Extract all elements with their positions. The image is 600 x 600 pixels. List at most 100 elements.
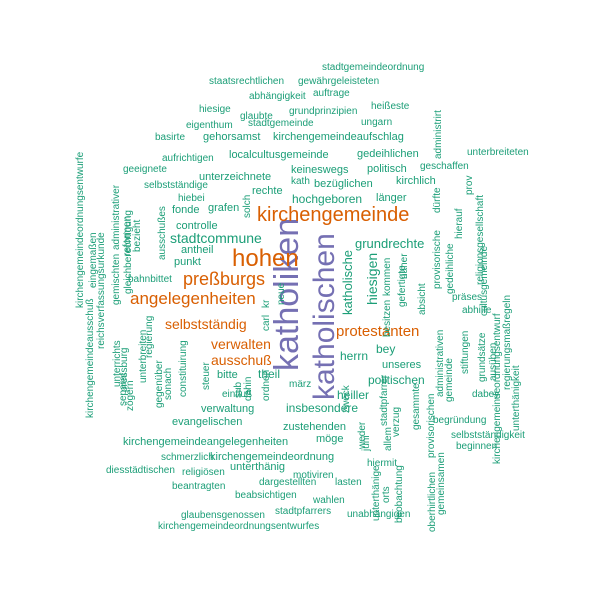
cloud-word: abhilfe <box>462 305 492 316</box>
cloud-word: bey <box>376 342 396 356</box>
cloud-word: kommen <box>382 257 393 296</box>
cloud-word: dürfte <box>432 187 443 213</box>
cloud-word: geeignete <box>123 164 167 175</box>
cloud-word: staatsrechtlichen <box>209 76 285 87</box>
cloud-word: ungarn <box>361 117 393 128</box>
cloud-word: beginnen <box>456 441 498 452</box>
cloud-word: antheil <box>181 244 214 256</box>
cloud-word: hierauf <box>454 208 465 239</box>
cloud-word: dargestellten <box>259 477 317 488</box>
cloud-word: sonach <box>163 367 174 400</box>
cloud-word: preßburgs <box>183 269 266 289</box>
cloud-word: stadtpfarrers <box>275 506 332 517</box>
cloud-word: zweck <box>341 385 352 413</box>
cloud-word: kirchengemeindeaufschlag <box>273 131 404 143</box>
cloud-word: neue <box>276 282 287 305</box>
cloud-word: lasten <box>335 477 362 488</box>
cloud-word: stadtcommune <box>170 230 262 246</box>
cloud-word: gemeinde <box>444 358 455 402</box>
cloud-word: reichsverfassungsurkunde <box>96 232 107 349</box>
cloud-word: bitte <box>217 369 238 381</box>
cloud-word: hiebei <box>178 193 205 204</box>
cloud-word: evangelischen <box>172 416 243 428</box>
cloud-word: insbesondere <box>286 401 359 415</box>
cloud-word: kirchengemeindeordnung <box>210 451 335 463</box>
cloud-word: beantragten <box>172 481 226 492</box>
cloud-word: theil <box>258 367 281 381</box>
cloud-word: unterthänig <box>230 461 286 473</box>
cloud-word: dahin <box>243 376 254 401</box>
cloud-word: carl <box>261 314 272 331</box>
cloud-word: prov <box>464 175 475 195</box>
cloud-word: beobachtung <box>394 465 405 523</box>
cloud-word: katholischen <box>308 233 341 400</box>
cloud-word: kath <box>291 176 310 187</box>
cloud-word: hiesigen <box>364 252 380 305</box>
cloud-word: controlle <box>176 220 218 232</box>
cloud-word: katholische <box>340 249 355 315</box>
cloud-word: gedeihlichen <box>357 148 419 160</box>
cloud-word: selbstständig <box>165 316 247 332</box>
cloud-word: grundrechte <box>355 236 425 251</box>
cloud-word: ausschußes <box>157 206 168 260</box>
cloud-word: auftrage <box>313 88 350 99</box>
cloud-word: kirchengemeindeangelegenheiten <box>123 436 289 448</box>
cloud-word: verwalten <box>211 336 271 352</box>
cloud-word: länger <box>376 192 407 204</box>
cloud-word: glaubensgenossen <box>181 510 265 521</box>
cloud-word: stadtpfarrer <box>379 374 390 426</box>
cloud-word: diesstädtischen <box>106 465 175 476</box>
cloud-word: orts <box>381 486 392 503</box>
cloud-word: stadtgemeinde <box>248 118 314 129</box>
cloud-word: hiesige <box>199 104 231 115</box>
cloud-word: oberhirtlichen <box>427 471 438 532</box>
cloud-word: kirchlich <box>396 175 436 187</box>
cloud-word: ordnen <box>261 369 272 401</box>
cloud-word: steuer <box>201 362 212 390</box>
cloud-word: heiller <box>337 388 370 402</box>
cloud-word: präses <box>452 292 483 303</box>
cloud-word: stiftungen <box>460 330 471 374</box>
cloud-word: kirchengemeindeordnungsentwurfes <box>158 521 320 532</box>
cloud-word: localcultusgemeinde <box>229 149 329 161</box>
cloud-word: heißeste <box>371 101 410 112</box>
cloud-word: punkt <box>174 256 201 268</box>
cloud-word: grafen <box>208 202 240 214</box>
cloud-word: rechte <box>252 185 283 197</box>
cloud-word: ausschuß <box>211 352 272 368</box>
cloud-word: unterthänigkeit <box>511 365 522 431</box>
cloud-word: schmerzlich <box>161 452 214 463</box>
cloud-word: unterzeichnete <box>199 171 272 183</box>
cloud-word: zögern <box>125 380 136 411</box>
cloud-word: juni <box>361 435 372 451</box>
cloud-word: hohen <box>232 245 299 272</box>
cloud-word: eigenthum <box>186 120 233 131</box>
cloud-word: wahlen <box>313 495 345 506</box>
cloud-word: geschaffen <box>420 161 469 172</box>
cloud-word: motiviren <box>293 470 334 481</box>
cloud-word: fonde <box>172 204 200 216</box>
cloud-word: beabsichtigen <box>235 490 297 501</box>
cloud-word: verzug <box>391 406 402 437</box>
cloud-word: gewährgeleisteten <box>298 76 380 87</box>
cloud-word: gedeihliche <box>445 243 456 294</box>
cloud-word: unabhängigen <box>347 509 411 520</box>
cloud-word: cultusgemeinde <box>479 245 490 316</box>
cloud-word: stadtgemeindeordnung <box>322 62 425 73</box>
cloud-word: politischen <box>368 373 425 387</box>
cloud-word: möge <box>316 433 344 445</box>
cloud-word: kr <box>261 299 272 308</box>
cloud-word: selbstständigkeit <box>451 430 525 441</box>
cloud-word: absicht <box>417 283 428 315</box>
cloud-word: religiösen <box>182 467 225 478</box>
cloud-word: märz <box>289 379 312 390</box>
cloud-word: aufrichtigen <box>162 153 214 164</box>
cloud-word: regierung <box>144 315 155 358</box>
cloud-word: verwaltung <box>201 403 255 415</box>
cloud-word: protestanten <box>336 323 420 340</box>
cloud-word: kirchengemeindeausschuß <box>85 298 96 418</box>
cloud-word: politisch <box>367 163 407 175</box>
cloud-word: gesammte <box>411 383 422 430</box>
cloud-word: besitzen <box>382 299 393 337</box>
cloud-word: gehorsamst <box>203 131 261 143</box>
